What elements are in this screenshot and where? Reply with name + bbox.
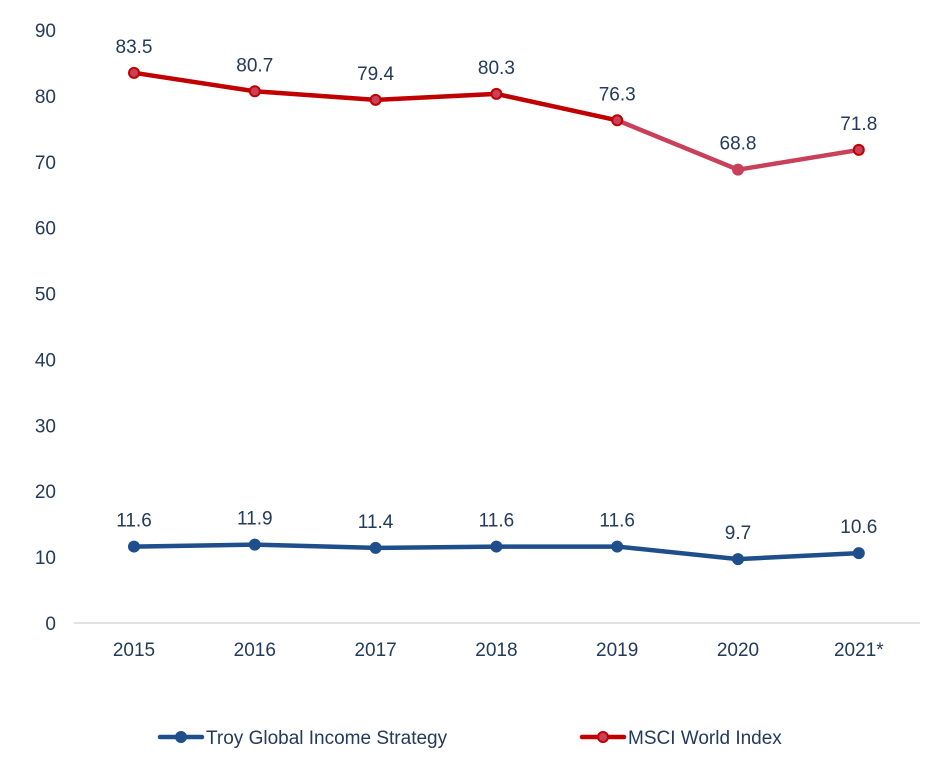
data-label: 11.6 — [479, 511, 515, 532]
data-point — [369, 93, 382, 106]
legend-label: MSCI World Index — [628, 728, 782, 749]
data-label: 10.6 — [840, 517, 877, 538]
x-tick-label: 2018 — [475, 640, 517, 661]
data-point — [128, 540, 140, 553]
data-point — [852, 143, 865, 156]
line-segment — [131, 70, 258, 94]
x-tick-label: 2020 — [717, 640, 759, 661]
line-segment — [735, 550, 862, 562]
series-group: 11.6 11.9 11.4 11.6 11.69.7 10.683.580.7 79.4 8… — [116, 37, 877, 566]
line-segment — [735, 147, 862, 172]
data-label: 79.4 — [357, 64, 394, 85]
line-segment — [252, 542, 378, 551]
line-segment — [494, 91, 620, 123]
y-tick-label: 20 — [35, 482, 56, 503]
y-tick-label: 50 — [35, 285, 56, 306]
legend: Troy Global Income Strategy MSCI World In… — [157, 728, 782, 749]
data-point — [369, 541, 382, 554]
series-0: 11.6 11.9 11.4 11.6 11.6 9.7 10.6 — [116, 509, 877, 566]
line-segment — [373, 544, 499, 551]
data-point — [490, 540, 503, 553]
data-label: 11.9 — [237, 509, 273, 530]
y-tick-label: 90 — [35, 21, 56, 42]
data-point — [732, 163, 744, 176]
data-label: 11.4 — [358, 512, 394, 533]
line-segment — [131, 542, 258, 549]
data-point — [611, 540, 624, 553]
data-label: 11.6 — [116, 511, 152, 532]
legend-marker — [597, 731, 609, 743]
data-label: 11.6 — [599, 511, 635, 532]
y-tick-label: 40 — [35, 350, 56, 371]
data-label: 80.3 — [478, 58, 515, 79]
y-tick-label: 80 — [35, 87, 56, 108]
y-axis: 0 10 20 30 40 50 60 70 80 90 — [35, 21, 56, 635]
line-segment — [252, 89, 378, 103]
x-axis: 2015 2016 2017 2018 2019 2020 2021* — [113, 640, 884, 661]
x-tick-label: 2019 — [596, 640, 638, 661]
series-1: 83.5 80.7 79.4 80.3 76.3 68.8 71.8 — [116, 37, 877, 176]
data-label: 80.7 — [236, 55, 273, 76]
x-tick-label: 2016 — [234, 640, 276, 661]
y-tick-label: 30 — [35, 416, 56, 437]
y-tick-label: 0 — [45, 614, 56, 635]
x-tick-label: 2017 — [354, 640, 396, 661]
data-point — [248, 538, 261, 551]
data-point — [248, 85, 261, 98]
x-tick-label: 2021* — [834, 640, 884, 661]
y-tick-label: 10 — [35, 548, 56, 569]
data-label: 83.5 — [116, 37, 153, 58]
line-segment — [614, 544, 741, 562]
line-segment — [614, 118, 741, 172]
y-tick-label: 70 — [35, 153, 56, 174]
legend-label: Troy Global Income Strategy — [206, 728, 448, 749]
data-point — [490, 87, 503, 100]
data-label: 9.7 — [725, 523, 751, 544]
legend-marker — [175, 731, 187, 743]
data-label: 68.8 — [720, 134, 757, 155]
data-point — [852, 547, 865, 560]
data-point — [128, 66, 140, 79]
y-tick-label: 60 — [35, 219, 56, 240]
line-segment — [373, 91, 499, 103]
data-label: 76.3 — [599, 84, 636, 105]
x-tick-label: 2015 — [113, 640, 155, 661]
data-point — [611, 114, 624, 127]
data-point — [732, 553, 744, 566]
data-label: 71.8 — [840, 114, 877, 135]
